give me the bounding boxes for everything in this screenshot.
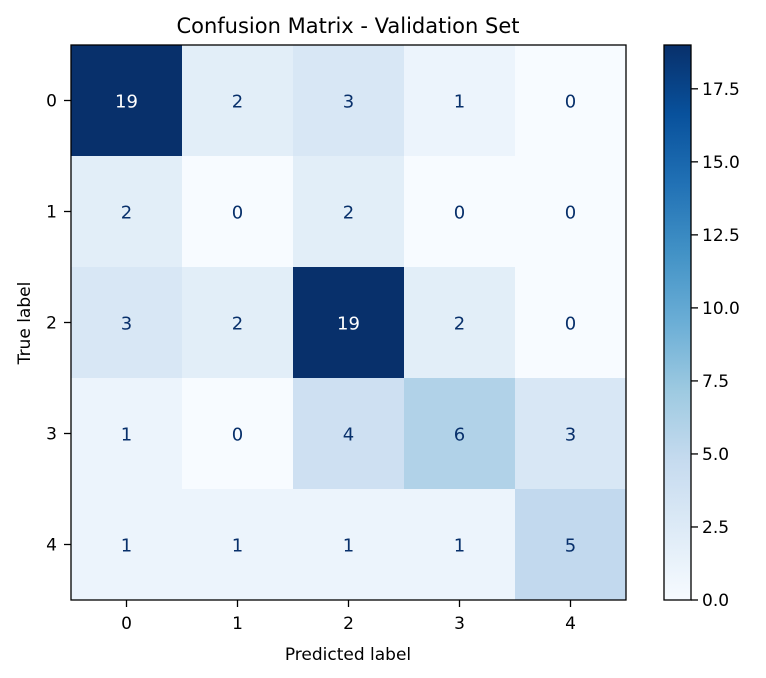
y-tick-label: 3 (46, 425, 57, 445)
cell-value-label: 1 (121, 536, 132, 557)
x-axis-ticks: 0 1 2 3 4 (121, 600, 576, 634)
heatmap-cell (71, 378, 183, 490)
colorbar-tick-label: 5.0 (702, 445, 729, 465)
cell-value-labels: 19 2 3 1 0 2 0 2 0 0 3 2 19 2 0 1 0 4 6 3 1 1 1 1 5 (115, 92, 576, 557)
y-axis-ticks: 0 1 2 3 4 (46, 92, 71, 556)
heatmap-cell (182, 45, 294, 157)
cell-value-label: 6 (454, 425, 465, 446)
heatmap-cell (404, 156, 516, 268)
cell-value-label: 0 (565, 203, 576, 224)
heatmap-cell (182, 489, 294, 601)
cell-value-label: 0 (232, 203, 243, 224)
colorbar-ticks: 0.0 2.5 5.0 7.5 10.0 12.5 15.0 17.5 (691, 80, 740, 611)
cell-value-label: 1 (454, 92, 465, 113)
colorbar (664, 45, 691, 600)
cell-value-label: 0 (565, 92, 576, 113)
heatmap-cell (182, 156, 294, 268)
cell-value-label: 0 (232, 425, 243, 446)
cell-value-label: 5 (565, 536, 576, 557)
cell-value-label: 3 (121, 314, 132, 335)
colorbar-tick-label: 0.0 (702, 591, 729, 611)
heatmap-cell (404, 45, 516, 157)
cell-value-label: 2 (343, 203, 354, 224)
cell-value-label: 2 (454, 314, 465, 335)
colorbar-frame (663, 44, 692, 601)
cell-value-label: 2 (232, 92, 243, 113)
heatmap-cell (71, 489, 183, 601)
cell-value-label: 1 (454, 536, 465, 557)
cell-value-label: 2 (232, 314, 243, 335)
cell-value-label: 19 (115, 92, 138, 113)
heatmap-cell (515, 267, 627, 379)
cell-value-label: 4 (343, 425, 354, 446)
x-tick-label: 2 (343, 614, 354, 634)
heatmap-cell (404, 378, 516, 490)
x-tick-label: 3 (454, 614, 465, 634)
colorbar-tick-label: 7.5 (702, 372, 729, 392)
cell-value-label: 3 (565, 425, 576, 446)
y-tick-label: 4 (46, 536, 57, 556)
cell-value-label: 1 (121, 425, 132, 446)
heatmap-cell (515, 378, 627, 490)
heatmap-cells (71, 45, 627, 601)
heatmap-cell (404, 489, 516, 601)
cell-value-label: 0 (454, 203, 465, 224)
y-tick-label: 1 (46, 203, 57, 223)
cell-value-label: 1 (232, 536, 243, 557)
x-tick-label: 0 (121, 614, 132, 634)
heatmap-cell (293, 267, 405, 379)
cell-value-label: 0 (565, 314, 576, 335)
heatmap-cell (515, 45, 627, 157)
chart-title: Confusion Matrix - Validation Set (176, 14, 519, 38)
heatmap-cell (293, 378, 405, 490)
x-tick-label: 1 (232, 614, 243, 634)
heatmap-cell (515, 489, 627, 601)
y-tick-label: 2 (46, 314, 57, 334)
heatmap-cell (293, 45, 405, 157)
cell-value-label: 2 (121, 203, 132, 224)
heatmap-cell (71, 45, 183, 157)
heatmap-cell (182, 378, 294, 490)
y-tick-label: 0 (46, 92, 57, 112)
heatmap-cell (293, 489, 405, 601)
heatmap-cell (404, 267, 516, 379)
heatmap-cell (182, 267, 294, 379)
colorbar-tick-label: 10.0 (702, 299, 740, 319)
heatmap-cell (71, 267, 183, 379)
heatmap-cell (515, 156, 627, 268)
x-tick-label: 4 (565, 614, 576, 634)
colorbar-tick-label: 2.5 (702, 518, 729, 538)
colorbar-tick-label: 17.5 (702, 80, 740, 100)
cell-value-label: 3 (343, 92, 354, 113)
colorbar-tick-label: 15.0 (702, 153, 740, 173)
y-axis-label: True label (15, 282, 35, 366)
heatmap-cell (293, 156, 405, 268)
colorbar-tick-label: 12.5 (702, 226, 740, 246)
cell-value-label: 1 (343, 536, 354, 557)
heatmap-cell (71, 156, 183, 268)
cell-value-label: 19 (337, 314, 360, 335)
x-axis-label: Predicted label (285, 645, 411, 665)
